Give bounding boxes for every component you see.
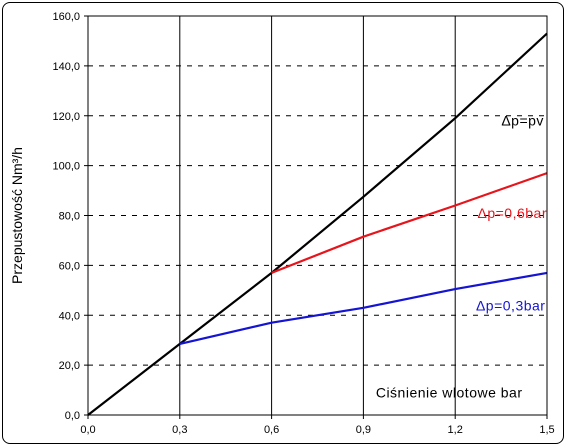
y-tick-label: 160,0 bbox=[52, 11, 80, 23]
y-tick-label: 120,0 bbox=[52, 111, 80, 123]
y-axis-label: Przepustowość Nm³/h bbox=[9, 147, 25, 284]
y-tick-label: 20,0 bbox=[59, 360, 80, 372]
y-tick-label: 80,0 bbox=[59, 211, 80, 223]
y-tick-label: 140,0 bbox=[52, 61, 80, 73]
series-lines bbox=[87, 32, 548, 416]
series-line-1 bbox=[271, 172, 548, 274]
series-label-pv: Δp=pv bbox=[501, 113, 544, 129]
y-tick-label: 40,0 bbox=[59, 310, 80, 322]
x-tick-label: 1,2 bbox=[448, 424, 463, 436]
series-label-0-3bar: Δp=0,3bar bbox=[476, 297, 546, 313]
chart-frame bbox=[2, 2, 564, 444]
x-tick-label: 1,5 bbox=[539, 424, 554, 436]
grid bbox=[88, 16, 547, 415]
y-tick-label: 0,0 bbox=[65, 410, 80, 422]
series-line-0 bbox=[87, 32, 548, 416]
x-tick-label: 0,3 bbox=[172, 424, 187, 436]
y-tick-label: 100,0 bbox=[52, 161, 80, 173]
axis-ticks: 0,0 20,0 40,0 60,0 80,0 100,0 120,0 140,0 160,0 0… bbox=[52, 11, 554, 436]
x-axis-label: Ciśnienie wlotowe bar bbox=[376, 385, 523, 401]
y-tick-label: 60,0 bbox=[59, 260, 80, 272]
series-label-0-6bar: Δp=0,6bar bbox=[477, 205, 547, 221]
x-tick-label: 0,6 bbox=[264, 424, 279, 436]
series-line-2 bbox=[179, 271, 548, 345]
x-tick-label: 0,9 bbox=[356, 424, 371, 436]
x-tick-label: 0,0 bbox=[80, 424, 95, 436]
